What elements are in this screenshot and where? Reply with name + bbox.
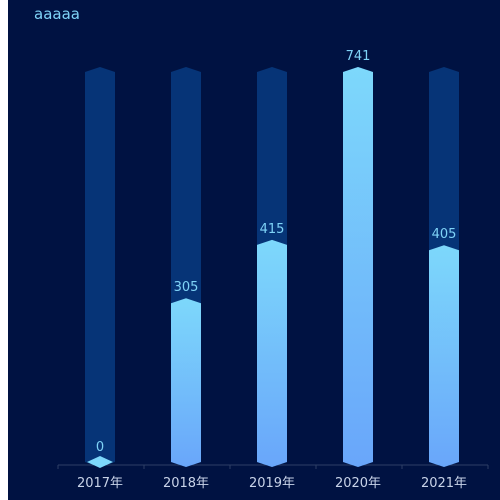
chart-title: aaaaa (34, 5, 80, 23)
bar[interactable] (171, 298, 201, 467)
data-label: 405 (432, 227, 457, 242)
data-label: 741 (346, 49, 371, 64)
x-tick-label: 2019年 (249, 476, 295, 491)
bar[interactable] (343, 67, 373, 467)
x-tick-label: 2020年 (335, 476, 381, 491)
data-label: 415 (260, 222, 285, 237)
data-label: 305 (174, 280, 199, 295)
data-label: 0 (96, 440, 104, 455)
bar[interactable] (429, 245, 459, 467)
x-tick-label: 2018年 (163, 476, 209, 491)
bar[interactable] (257, 239, 287, 467)
bar-track (85, 67, 115, 467)
x-tick-label: 2017年 (77, 476, 123, 491)
x-tick-label: 2021年 (421, 476, 467, 491)
bar[interactable] (87, 456, 113, 468)
